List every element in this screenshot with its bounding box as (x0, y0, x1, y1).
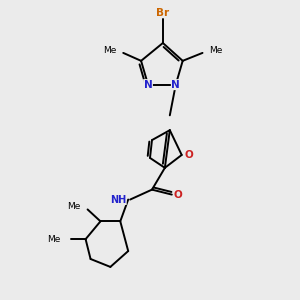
Text: Me: Me (209, 46, 223, 56)
Text: Br: Br (156, 8, 170, 18)
Text: N: N (171, 80, 180, 90)
Text: Me: Me (47, 235, 61, 244)
Text: N: N (144, 80, 152, 90)
Text: NH: NH (110, 194, 126, 205)
Text: O: O (184, 150, 193, 160)
Text: O: O (173, 190, 182, 200)
Text: Me: Me (67, 202, 81, 211)
Text: Me: Me (103, 46, 116, 56)
